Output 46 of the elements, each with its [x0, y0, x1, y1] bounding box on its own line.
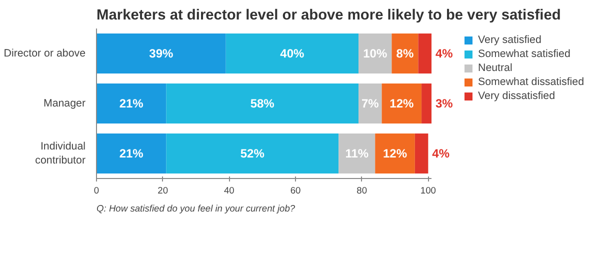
x-tick-label: 20: [158, 186, 168, 196]
bar: [422, 84, 432, 124]
legend-label: Very dissatisfied: [478, 90, 555, 102]
data-label: 11%: [345, 146, 369, 160]
y-tick-label: Individual contributor: [35, 140, 86, 167]
x-tick-label: 0: [94, 186, 100, 196]
data-label: 10%: [363, 46, 388, 60]
bar: [382, 84, 422, 124]
bar: [226, 34, 359, 74]
bar: [166, 134, 339, 174]
bar: [166, 84, 359, 124]
bar: [96, 34, 226, 74]
x-tick-label: 80: [356, 186, 368, 196]
data-label: 8%: [396, 46, 414, 60]
legend-label: Very satisfied: [478, 34, 542, 46]
data-label: 4%: [432, 146, 450, 160]
bar: [392, 34, 418, 74]
text: Q: How satisfied do you feel in your current job?: [96, 204, 296, 214]
legend-label: Somewhat satisfied: [478, 48, 570, 60]
y-tick-label: Director or above: [4, 48, 86, 60]
bar: [358, 84, 382, 124]
data-label: 12%: [383, 146, 408, 160]
x-tick-label: 40: [224, 186, 234, 196]
bar: [418, 34, 432, 74]
data-label: 52%: [240, 146, 265, 160]
data-label: 40%: [280, 46, 305, 60]
bar: [375, 134, 415, 174]
data-label: 3%: [436, 96, 454, 110]
bar: [96, 134, 166, 174]
bar: [414, 134, 428, 174]
data-label: 7%: [361, 96, 380, 110]
bar: [358, 34, 392, 74]
y-tick-label: Manager: [43, 98, 86, 110]
data-label: 12%: [390, 96, 414, 110]
chart-title: Marketers at director level or above more likely to be very satisfied: [96, 8, 561, 24]
x-tick-label: 100: [420, 186, 436, 196]
data-label: 4%: [436, 46, 454, 60]
data-label: 39%: [149, 46, 174, 60]
legend-label: Somewhat dissatisfied: [478, 76, 584, 88]
bar: [96, 84, 166, 124]
bar: [338, 134, 376, 174]
data-label: 21%: [119, 146, 144, 160]
data-label: 58%: [250, 96, 275, 110]
x-tick-label: 60: [290, 186, 301, 196]
data-label: 21%: [119, 96, 144, 110]
legend-label: Neutral: [478, 62, 512, 74]
